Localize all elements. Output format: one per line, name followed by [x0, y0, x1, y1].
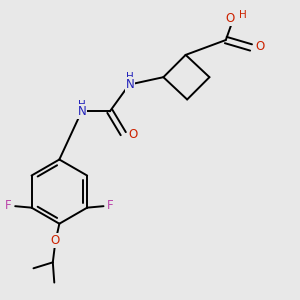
Text: O: O [128, 128, 137, 141]
Text: H: H [239, 11, 247, 20]
Text: N: N [78, 105, 87, 118]
Text: F: F [5, 199, 12, 212]
Text: O: O [255, 40, 265, 53]
Text: F: F [107, 199, 113, 212]
Text: N: N [126, 78, 134, 91]
Text: H: H [78, 100, 86, 110]
Text: O: O [226, 12, 235, 25]
Text: H: H [126, 73, 134, 82]
Text: O: O [50, 234, 59, 247]
